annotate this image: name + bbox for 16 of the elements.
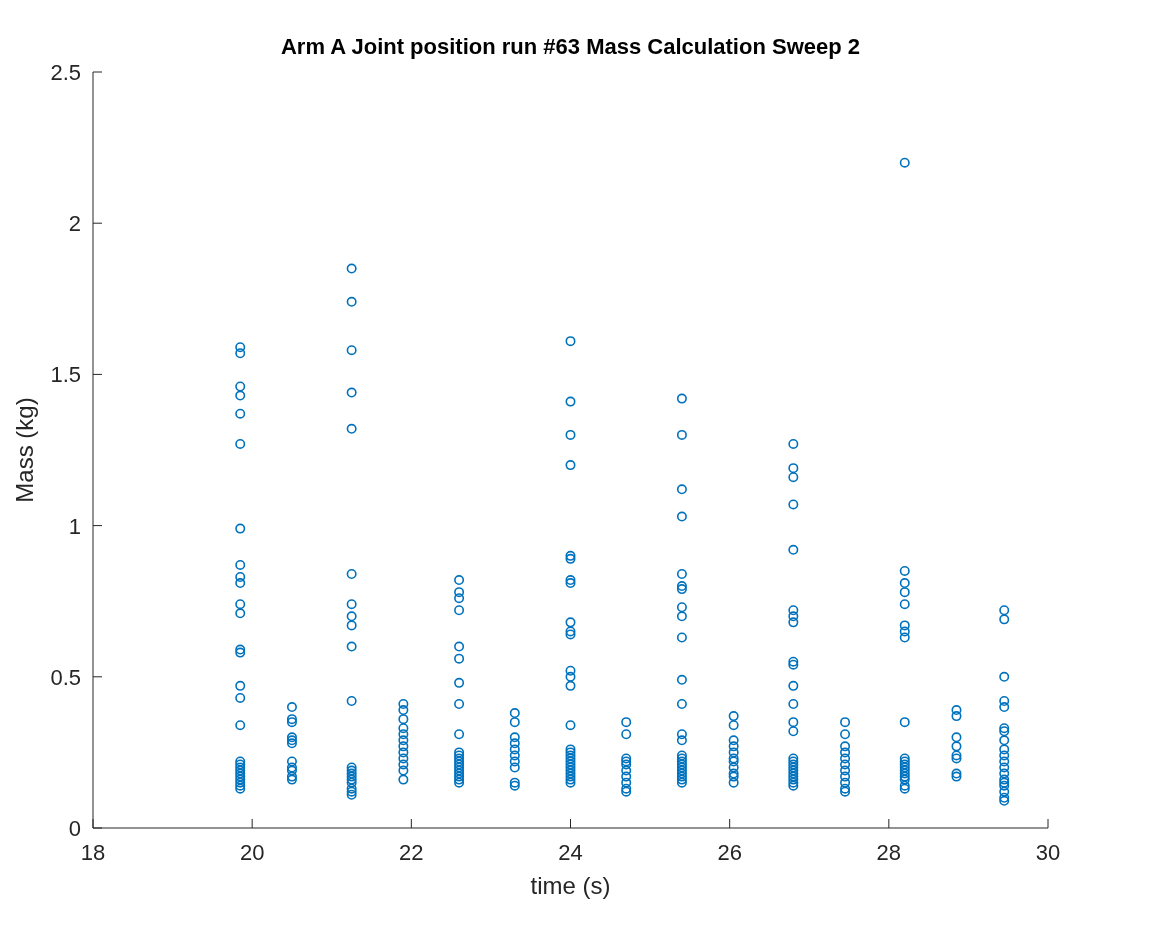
chart-title: Arm A Joint position run #63 Mass Calculation Sweep 2	[280, 34, 861, 59]
y-tick-label: 1	[68, 513, 81, 539]
y-tick-label: 0	[68, 816, 81, 841]
x-tick-label: 24	[558, 840, 583, 865]
y-axis-title: Mass (kg)	[11, 397, 38, 503]
x-axis-title: time (s)	[530, 872, 611, 899]
y-tick-label: 2	[68, 211, 81, 237]
y-tick-label: 2.5	[50, 60, 81, 85]
y-tick-label: 0.5	[50, 664, 81, 690]
x-tick-label: 20	[239, 840, 265, 865]
x-tick-label: 22	[399, 840, 424, 865]
x-tick-label: 30	[1035, 840, 1061, 865]
x-tick-label: 26	[717, 840, 742, 865]
x-tick-label: 18	[80, 840, 106, 865]
x-tick-label: 28	[876, 840, 902, 865]
y-tick-label: 1.5	[50, 362, 81, 388]
